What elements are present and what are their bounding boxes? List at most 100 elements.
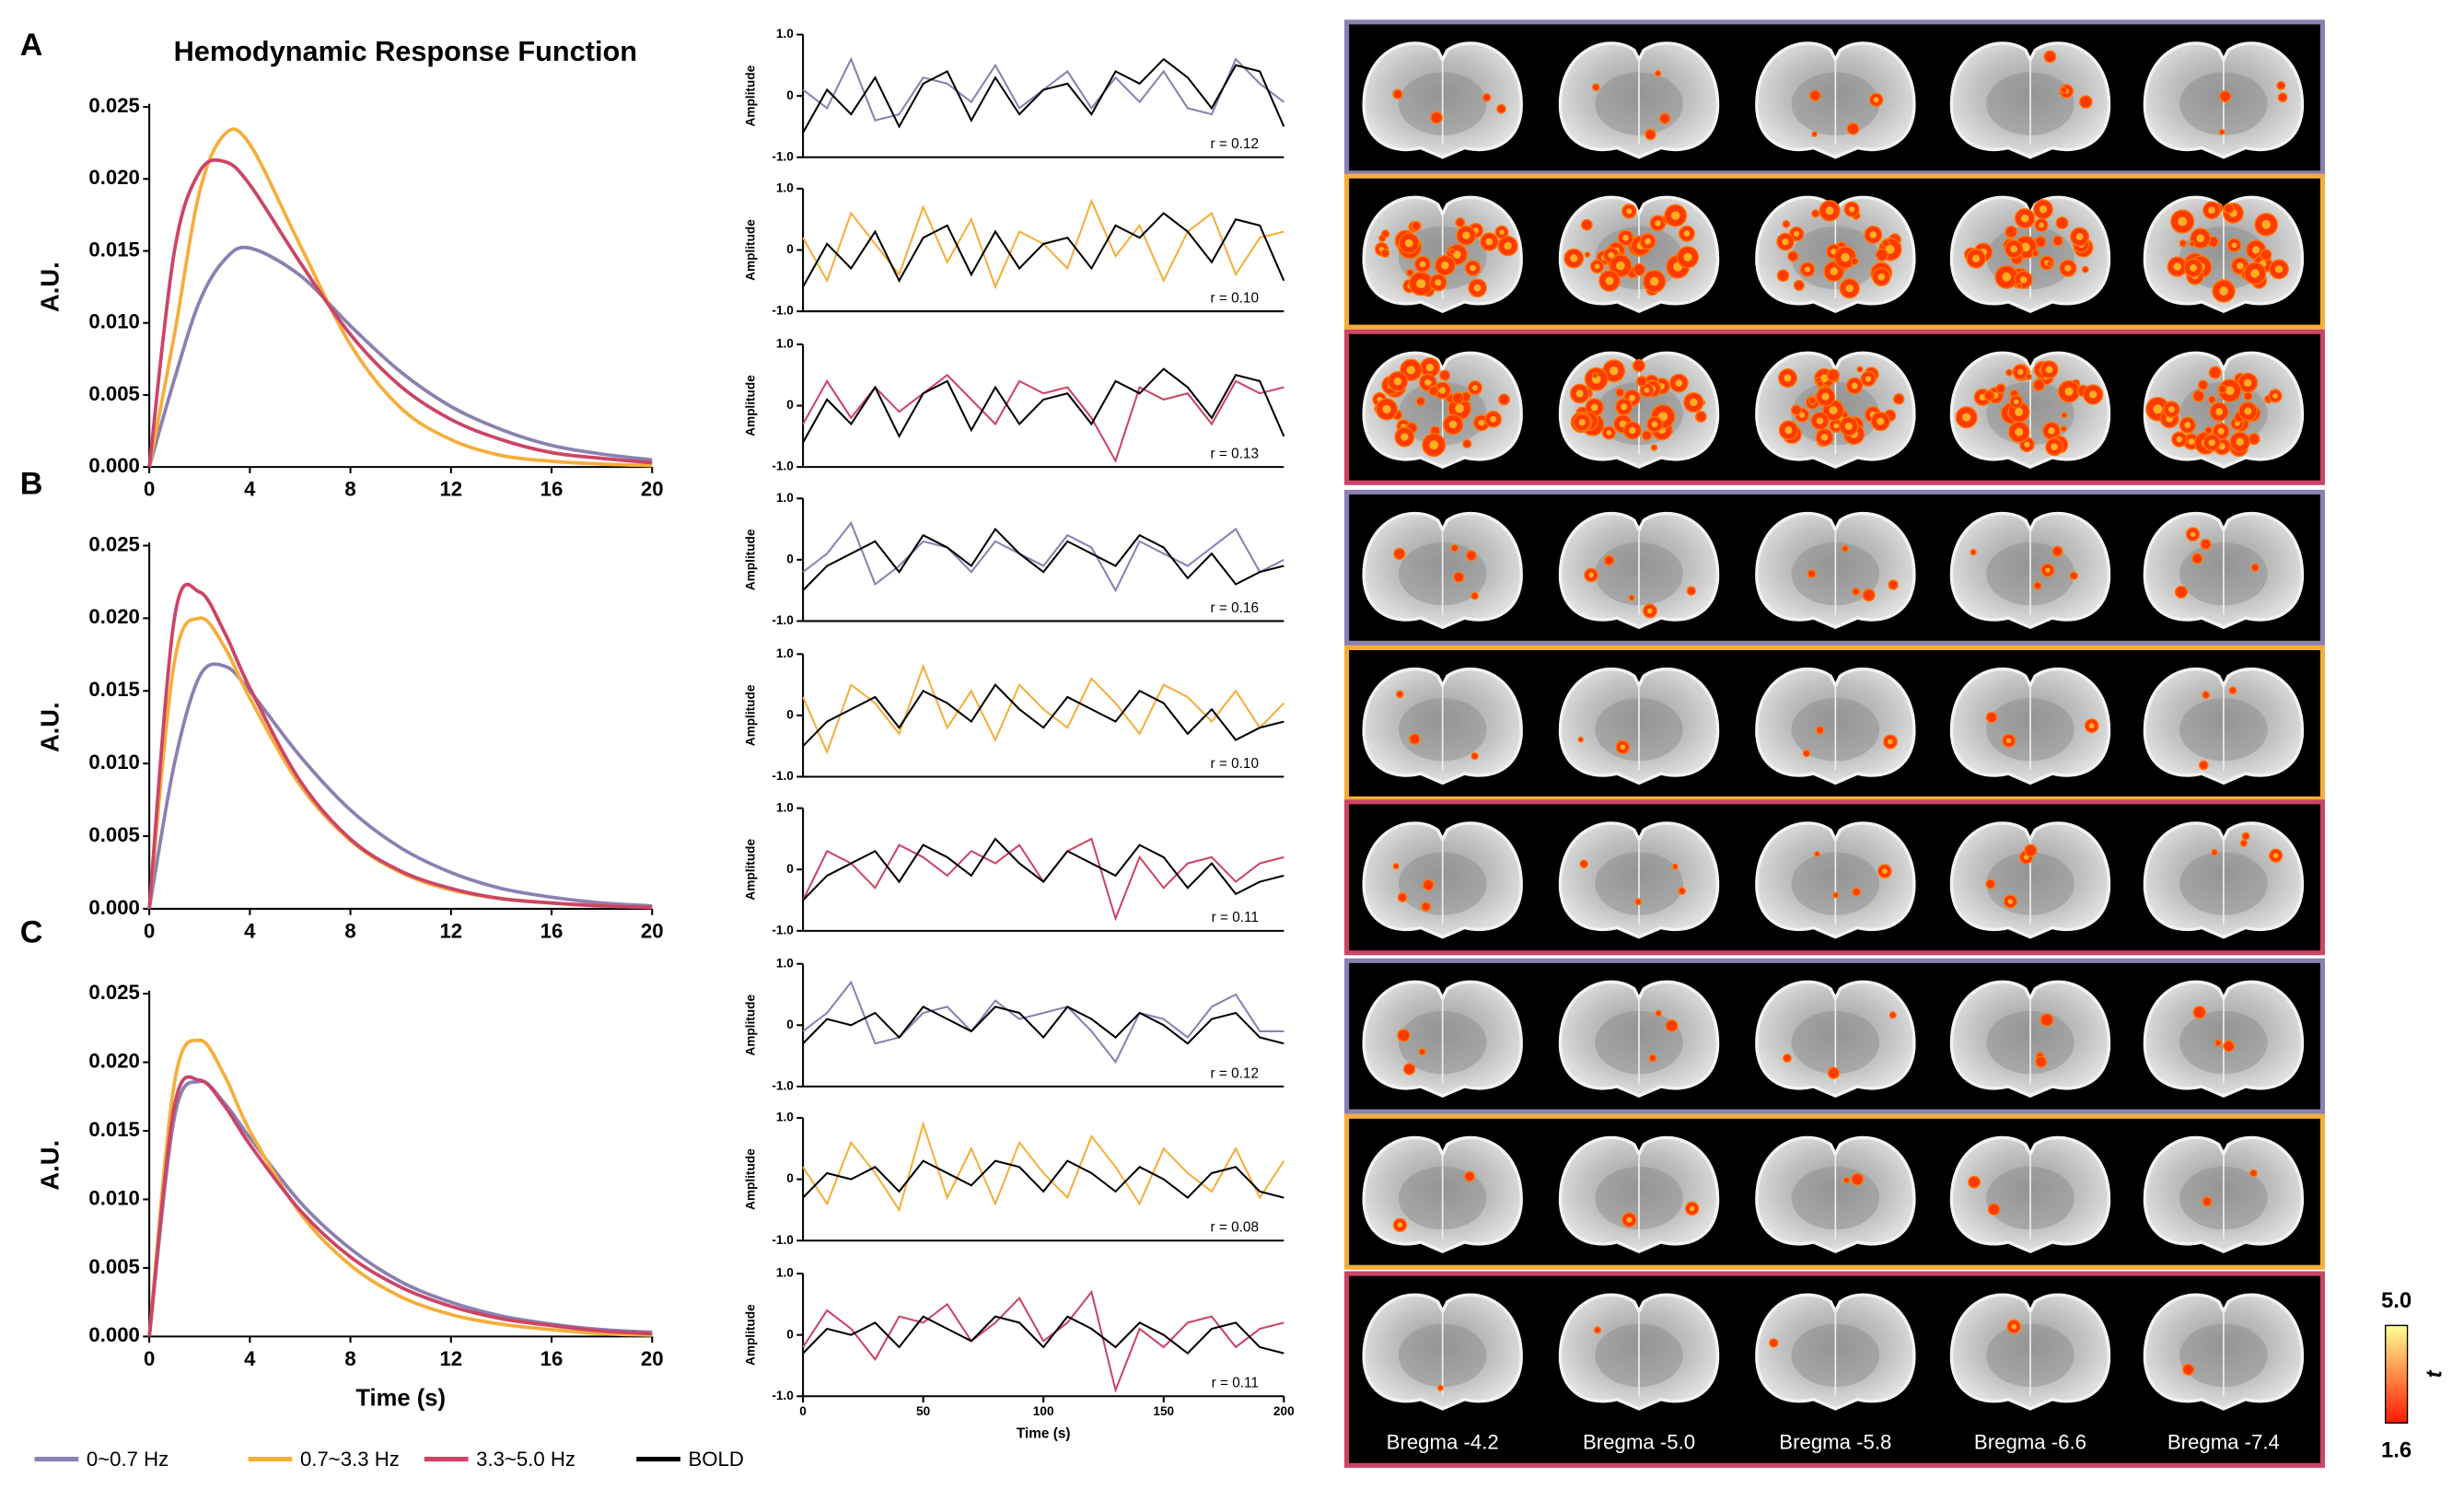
y-tick-label: 0.005 bbox=[88, 1255, 140, 1278]
line-chart: 0.000 0.005 0.010 0.015 0.020 0.025 0 4 8 12 16 20 A… bbox=[20, 467, 664, 943]
activation-core bbox=[1877, 417, 1885, 425]
activation-blob bbox=[1694, 410, 1707, 423]
activation-blob bbox=[2046, 261, 2053, 268]
brain-slice bbox=[1558, 1135, 1720, 1254]
line-chart: -1.0 0 1.0 Amplitude r = 0.10 bbox=[743, 181, 1285, 318]
y-tick-label: 0 bbox=[786, 1327, 794, 1341]
activation-blob bbox=[2197, 379, 2209, 390]
activation-core bbox=[1588, 572, 1594, 578]
activation-core bbox=[1690, 398, 1698, 407]
line-chart: 0.000 0.005 0.010 0.015 0.020 0.025 0 4 8 12 16 20 A… bbox=[20, 914, 664, 1411]
activation-core bbox=[2020, 214, 2029, 223]
axis-line bbox=[148, 103, 653, 469]
activation-core bbox=[1816, 417, 1824, 425]
activation-core bbox=[1851, 382, 1858, 390]
activation-blob bbox=[1787, 250, 1799, 262]
activation-core bbox=[1844, 422, 1853, 430]
brain-slice bbox=[1558, 667, 1720, 785]
activation-blob bbox=[1856, 366, 1864, 373]
activation-blob bbox=[1430, 111, 1443, 124]
activation-blob bbox=[1632, 359, 1645, 373]
activation-core bbox=[1490, 415, 1497, 423]
activation-core bbox=[2064, 264, 2072, 272]
y-tick-label: 1.0 bbox=[776, 27, 794, 41]
activation-blob bbox=[1411, 220, 1422, 232]
panel-label: C bbox=[20, 914, 43, 949]
activation-core bbox=[1425, 363, 1435, 372]
activation-core bbox=[2251, 246, 2261, 254]
activation-core bbox=[1629, 426, 1636, 435]
x-tick-label: 12 bbox=[439, 478, 462, 501]
brain-slice bbox=[1949, 1135, 2111, 1254]
activation-core bbox=[2178, 216, 2188, 227]
activation-blob bbox=[1807, 569, 1817, 578]
brain-row bbox=[1344, 329, 2325, 485]
activation-core bbox=[1448, 420, 1458, 429]
activation-core bbox=[2014, 399, 2019, 405]
brain-slice bbox=[1362, 667, 1523, 785]
activation-blob bbox=[2200, 538, 2212, 551]
activation-core bbox=[1671, 211, 1680, 220]
line-chart: 0.000 0.005 0.010 0.015 0.020 0.025 0 4 8 12 16 20 A… bbox=[20, 28, 664, 500]
activation-blob bbox=[2228, 686, 2237, 695]
activation-blob bbox=[1808, 396, 1817, 405]
activation-blob bbox=[1769, 1338, 1779, 1348]
activation-blob bbox=[1635, 375, 1648, 388]
activation-core bbox=[2261, 219, 2272, 229]
activation-core bbox=[1646, 608, 1653, 614]
activation-core bbox=[1605, 276, 1614, 285]
activation-core bbox=[2048, 427, 2055, 435]
brain-slice bbox=[1558, 1293, 1720, 1411]
legend-label: 0.7~3.3 Hz bbox=[300, 1448, 400, 1471]
activation-blob bbox=[1827, 1066, 1841, 1080]
slice-label: Bregma -7.4 bbox=[2168, 1430, 2280, 1453]
activation-core bbox=[1833, 423, 1839, 429]
activation-blob bbox=[1455, 217, 1466, 228]
activation-blob bbox=[1397, 892, 1408, 902]
brain-slice bbox=[1362, 821, 1523, 939]
y-tick-label: -1.0 bbox=[772, 459, 794, 473]
activation-core bbox=[1820, 434, 1829, 441]
activation-core bbox=[1873, 97, 1879, 103]
brain-slice bbox=[1755, 41, 1916, 159]
series-line bbox=[802, 1159, 1284, 1199]
activation-core bbox=[2039, 205, 2048, 214]
activation-core bbox=[1626, 208, 1633, 215]
activation-core bbox=[1869, 231, 1877, 238]
activation-blob bbox=[2069, 571, 2078, 580]
activation-core bbox=[2075, 233, 2084, 241]
activation-core bbox=[1504, 241, 1512, 250]
x-tick-label: 0 bbox=[144, 1347, 155, 1370]
brain-slice bbox=[1558, 511, 1720, 630]
activation-blob bbox=[1603, 554, 1615, 566]
activation-blob bbox=[1380, 249, 1390, 259]
y-tick-label: 0.000 bbox=[88, 1323, 140, 1346]
activation-core bbox=[1404, 238, 1413, 248]
y-axis-label: Amplitude bbox=[743, 219, 757, 281]
activation-blob bbox=[1811, 131, 1818, 138]
x-tick-label: 4 bbox=[244, 919, 256, 942]
annotation: r = 0.10 bbox=[1211, 290, 1260, 306]
activation-core bbox=[1888, 739, 1893, 745]
activation-blob bbox=[2060, 86, 2068, 94]
activation-blob bbox=[1451, 391, 1465, 405]
y-axis-label: Amplitude bbox=[743, 375, 757, 436]
y-axis-label: Amplitude bbox=[743, 1304, 757, 1366]
y-tick-label: 0.015 bbox=[88, 238, 140, 261]
activation-blob bbox=[2208, 366, 2222, 379]
brain-slice bbox=[2143, 980, 2304, 1098]
brain-row bbox=[1344, 799, 2325, 956]
activation-core bbox=[1622, 234, 1629, 241]
activation-core bbox=[1675, 379, 1683, 387]
activation-blob bbox=[1814, 851, 1820, 857]
line-chart: -1.0 0 1.0 Amplitude r = 0.08 bbox=[743, 1111, 1285, 1247]
activation-blob bbox=[2218, 128, 2226, 135]
activation-blob bbox=[1448, 248, 1456, 255]
x-tick-label: 150 bbox=[1153, 1404, 1174, 1418]
activation-blob bbox=[1628, 594, 1635, 601]
y-tick-label: -1.0 bbox=[772, 923, 794, 936]
series-line bbox=[802, 212, 1285, 287]
activation-core bbox=[1972, 254, 1981, 262]
activation-blob bbox=[1397, 1029, 1411, 1042]
activation-blob bbox=[2051, 545, 2063, 557]
